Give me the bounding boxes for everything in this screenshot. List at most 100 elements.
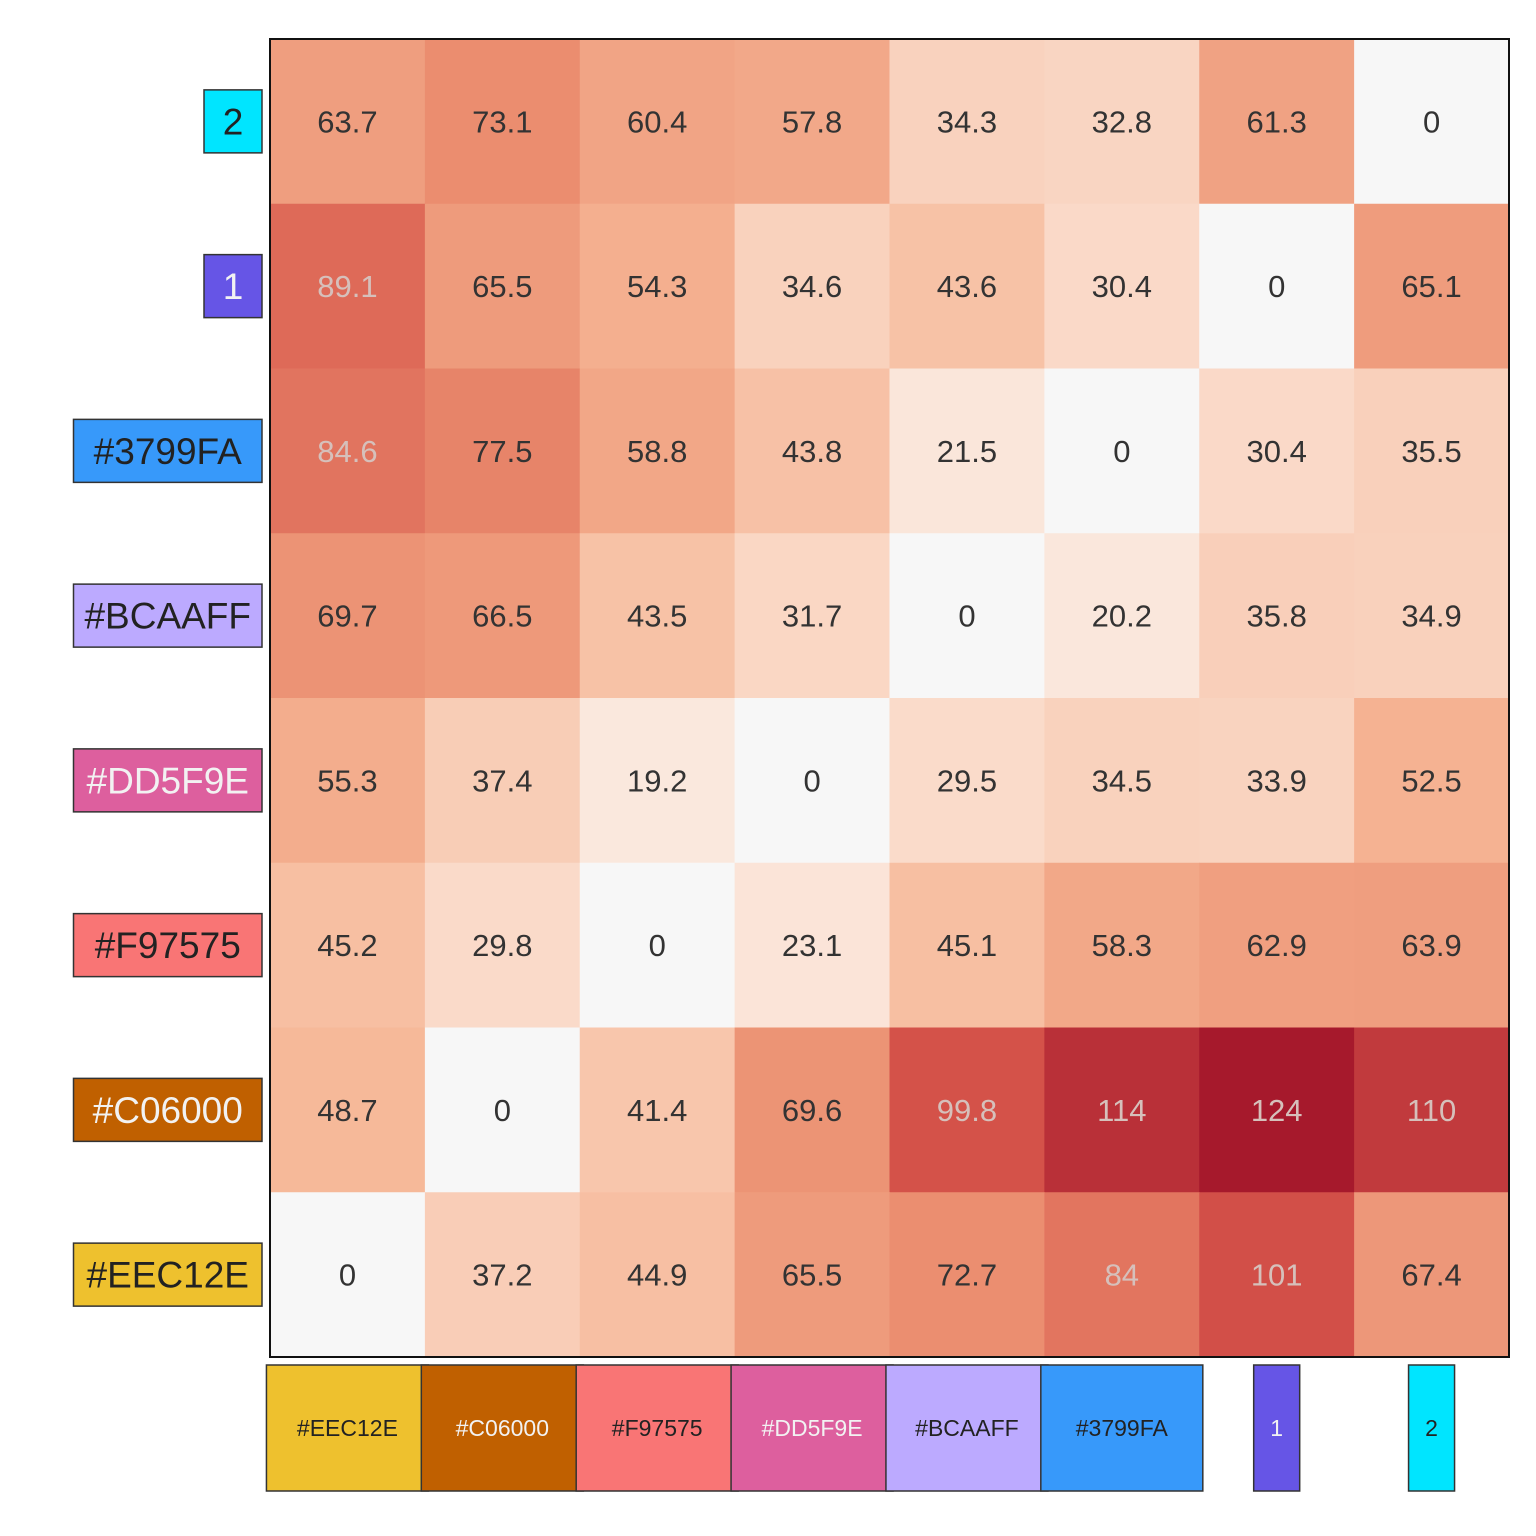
heatmap-cell [889, 862, 1045, 1029]
row-label-box [72, 1077, 263, 1143]
heatmap-cell [889, 1027, 1045, 1193]
heatmap-cell [579, 39, 736, 205]
heatmap-cell [734, 1192, 891, 1358]
column-label: #3799FA [1076, 1415, 1169, 1441]
column-label-box [575, 1364, 739, 1492]
column-label: #EEC12E [297, 1415, 398, 1441]
row-label-box [72, 1242, 263, 1307]
cell-value-label: 48.7 [317, 1093, 377, 1128]
heatmap-cell [889, 533, 1045, 699]
cell-value-label: 69.7 [317, 599, 377, 634]
cell-value-label: 35.5 [1401, 434, 1461, 469]
cell-value-label: 0 [1423, 104, 1440, 139]
cell-value-label: 41.4 [627, 1093, 687, 1128]
cell-value-label: 54.3 [627, 269, 687, 304]
row-label: 1 [223, 266, 244, 307]
heatmap-cell [270, 203, 426, 370]
heatmap-cell [270, 1027, 426, 1193]
cell-value-label: 35.8 [1247, 599, 1307, 634]
cell-value-label: 34.6 [782, 269, 842, 304]
cell-value-label: 0 [803, 763, 820, 798]
row-label-box [72, 912, 263, 978]
heatmap-cells: 63.7 73.1 60.4 57.8 34.3 32.8 61.3 0 89.1 65.5 54.… [270, 39, 1510, 1358]
heatmap-cell [734, 1027, 891, 1193]
row-label: #DD5F9E [87, 760, 249, 801]
cell-value-label: 58.3 [1092, 928, 1152, 963]
heatmap-cell [1044, 698, 1200, 864]
row-label: #C06000 [93, 1090, 243, 1131]
cell-value-label: 84 [1105, 1258, 1139, 1293]
cell-value-label: 29.8 [472, 928, 532, 963]
heatmap-cell [734, 698, 891, 864]
heatmap-cell [270, 698, 426, 864]
column-labels: #EEC12E #C06000 #F97575 #DD5F9E #BCAAFF #3799… [265, 1364, 1456, 1492]
heatmap-cell [1354, 533, 1510, 699]
cell-value-label: 43.8 [782, 434, 842, 469]
cell-value-label: 0 [958, 599, 975, 634]
cell-value-label: 31.7 [782, 599, 842, 634]
heatmap-cell [734, 39, 891, 205]
cell-value-label: 66.5 [472, 599, 532, 634]
cell-value-label: 114 [1097, 1093, 1146, 1128]
heatmap-cell [579, 1027, 736, 1193]
column-label-box [1040, 1364, 1204, 1492]
heatmap-cell [1044, 203, 1200, 370]
cell-value-label: 0 [1113, 434, 1130, 469]
cell-value-label: 0 [339, 1258, 356, 1293]
heatmap-cell [889, 203, 1045, 370]
heatmap-cell [1044, 368, 1200, 534]
cell-value-label: 69.6 [782, 1093, 842, 1128]
heatmap-cell [1044, 1192, 1200, 1358]
heatmap-cell [579, 368, 736, 534]
cell-value-label: 43.6 [937, 269, 997, 304]
cell-value-label: 29.5 [937, 763, 997, 798]
cell-value-label: 124 [1251, 1093, 1303, 1128]
cell-value-label: 23.1 [782, 928, 842, 963]
heatmap-cell [1199, 698, 1355, 864]
heatmap-cell [270, 39, 426, 205]
cell-value-label: 77.5 [472, 434, 532, 469]
cell-value-label: 34.9 [1401, 599, 1461, 634]
cell-value-label: 110 [1407, 1093, 1456, 1128]
heatmap-cell [424, 533, 581, 699]
heatmap-cell [1199, 1192, 1355, 1358]
heatmap-cell [424, 862, 581, 1029]
cell-value-label: 45.2 [317, 928, 377, 963]
heatmap-cell [1199, 1027, 1355, 1193]
heatmap-cell [579, 1192, 736, 1358]
row-label: 2 [223, 101, 244, 142]
cell-value-label: 72.7 [937, 1258, 997, 1293]
cell-value-label: 65.5 [782, 1258, 842, 1293]
cell-value-label: 21.5 [937, 434, 997, 469]
cell-value-label: 0 [649, 928, 666, 963]
heatmap-cell [1199, 368, 1355, 534]
cell-value-label: 84.6 [317, 434, 377, 469]
heatmap-cell [424, 39, 581, 205]
heatmap-cell [1044, 1027, 1200, 1193]
cell-value-label: 55.3 [317, 763, 377, 798]
heatmap-cell [889, 698, 1045, 864]
row-label: #F97575 [95, 925, 241, 966]
row-label-box [203, 253, 263, 319]
heatmap-cell [1044, 533, 1200, 699]
heatmap-cell [1199, 203, 1355, 370]
heatmap-cell [424, 1192, 581, 1358]
heatmap-cell [1354, 698, 1510, 864]
cell-value-label: 62.9 [1247, 928, 1307, 963]
heatmap-cell [734, 862, 891, 1029]
heatmap-cell [889, 39, 1045, 205]
heatmap-cell [270, 533, 426, 699]
heatmap-cell [734, 203, 891, 370]
cell-value-label: 34.3 [937, 104, 997, 139]
heatmap-cell [1354, 368, 1510, 534]
heatmap-cell [424, 203, 581, 370]
column-label: #C06000 [456, 1415, 549, 1441]
heatmap-cell [889, 368, 1045, 534]
cell-value-label: 43.5 [627, 599, 687, 634]
heatmap-cell [424, 368, 581, 534]
cell-value-label: 44.9 [627, 1258, 687, 1293]
heatmap-cell [1199, 862, 1355, 1029]
cell-value-label: 61.3 [1247, 104, 1307, 139]
row-label-box [72, 748, 263, 813]
cell-value-label: 65.5 [472, 269, 532, 304]
